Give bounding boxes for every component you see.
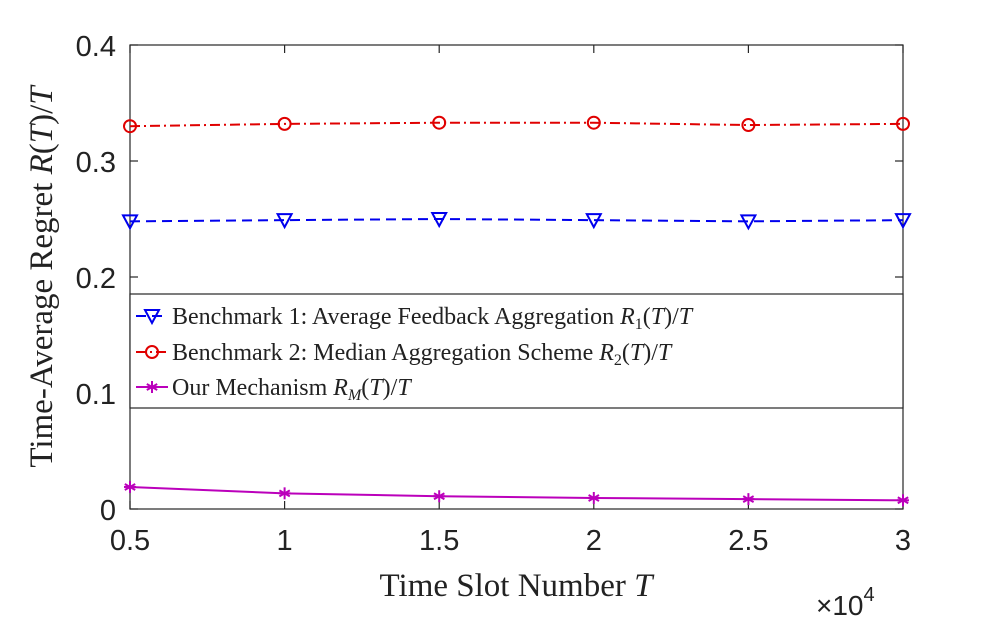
x-axis-multiplier: ×104: [816, 584, 875, 621]
y-tick-label-0-4: 0.4: [76, 31, 116, 63]
series-line-2: [129, 121, 904, 128]
legend-math-rm-paren-open: (: [361, 375, 369, 401]
legend-math-rm-t2: T: [397, 375, 412, 401]
legend: Benchmark 1: Average Feedback Aggregatio…: [129, 293, 904, 409]
series-1-point-6: [894, 213, 912, 230]
legend-text-our-mechanism: Our Mechanism: [172, 375, 333, 401]
x-multiplier-base: ×10: [816, 590, 864, 621]
legend-math-r2-subscript: 2: [614, 352, 622, 369]
legend-text-benchmark-1: Benchmark 1: Average Feedback Aggregatio…: [172, 304, 620, 330]
legend-math-rm-slash: )/: [383, 375, 398, 401]
x-tick-label-1: 1: [277, 525, 293, 557]
legend-math-r1-slash: )/: [664, 304, 679, 330]
legend-marker-3: [146, 381, 158, 393]
legend-box: [129, 293, 904, 409]
x-tick-label-2-5: 2.5: [728, 525, 768, 557]
x-tick-label-1-5: 1.5: [419, 525, 459, 557]
series-1-point-3: [430, 212, 448, 229]
series-2-point-5: [741, 118, 756, 133]
y-axis-title-r: R: [24, 154, 60, 175]
legend-math-r1-subscript: 1: [635, 316, 643, 333]
series-group: [121, 115, 912, 507]
legend-math-r2-t: T: [630, 340, 645, 366]
series-1-point-5: [739, 214, 758, 231]
series-2-point-6: [896, 116, 910, 131]
legend-entry-benchmark-1: Benchmark 1: Average Feedback Aggregatio…: [172, 304, 694, 333]
legend-markers: [136, 309, 168, 393]
x-tick-label-0-5: 0.5: [110, 525, 150, 557]
y-axis-title-paren: (: [24, 143, 60, 154]
series-1-point-1: [121, 214, 139, 231]
legend-math-rm-t: T: [369, 375, 384, 401]
legend-math-rm-symbol: R: [332, 375, 348, 401]
series-3-point-4: [587, 491, 600, 504]
y-tick-label-0-2: 0.2: [76, 263, 116, 295]
series-3-point-3: [433, 490, 446, 503]
y-axis-title-t2: T: [24, 84, 60, 105]
legend-math-rm-subscript: M: [347, 387, 363, 404]
y-axis-title-slash: )/: [24, 104, 60, 125]
legend-math-r2-t2: T: [658, 340, 673, 366]
x-axis-title-text: Time Slot Number: [380, 568, 635, 604]
series-2-point-3: [432, 115, 447, 130]
series-3-point-6: [897, 494, 909, 507]
y-axis-title: Time-Average Regret R(T)/T: [24, 84, 60, 468]
legend-marker-2: [145, 345, 159, 359]
x-tick-label-2: 2: [586, 525, 602, 557]
legend-math-r2-paren-open: (: [622, 340, 630, 366]
x-axis-title: Time Slot Number T: [380, 568, 656, 604]
series-2-point-2: [277, 116, 292, 131]
plot-area: [129, 44, 904, 510]
series-1-point-2: [275, 213, 294, 230]
series-line-1: [129, 217, 904, 223]
x-multiplier-exponent: 4: [864, 584, 875, 606]
y-tick-label-0: 0: [100, 495, 116, 527]
legend-math-r1-paren-open: (: [643, 304, 651, 330]
legend-math-r2-symbol: R: [598, 340, 614, 366]
legend-math-r1-t2: T: [679, 304, 694, 330]
series-3-point-2: [278, 487, 291, 500]
y-axis-title-t: T: [24, 122, 60, 143]
legend-marker-1: [143, 309, 161, 326]
y-tick-label-0-1: 0.1: [76, 379, 116, 411]
series-line-3: [129, 485, 904, 502]
series-2-point-4: [586, 115, 601, 130]
legend-entry-our-mechanism: Our Mechanism RM(T)/T: [172, 375, 412, 404]
y-tick-label-0-3: 0.3: [76, 147, 116, 179]
series-3-point-5: [742, 493, 755, 506]
legend-math-r1-t: T: [651, 304, 666, 330]
series-3-point-1: [124, 480, 136, 493]
y-axis-title-text: Time-Average Regret: [24, 174, 60, 467]
legend-math-r1-symbol: R: [619, 304, 635, 330]
x-tick-label-3: 3: [895, 525, 911, 557]
axis-ticks: 0.5 1 1.5 2 2.5 3 0 0.1 0.2 0.3 0.4: [76, 31, 911, 557]
legend-text-benchmark-2: Benchmark 2: Median Aggregation Scheme: [172, 340, 599, 366]
legend-math-r2-slash: )/: [643, 340, 658, 366]
legend-entry-benchmark-2: Benchmark 2: Median Aggregation Scheme R…: [172, 340, 673, 369]
x-axis-title-var: T: [634, 568, 655, 604]
series-2-point-1: [123, 119, 137, 134]
series-1-point-4: [585, 213, 603, 230]
